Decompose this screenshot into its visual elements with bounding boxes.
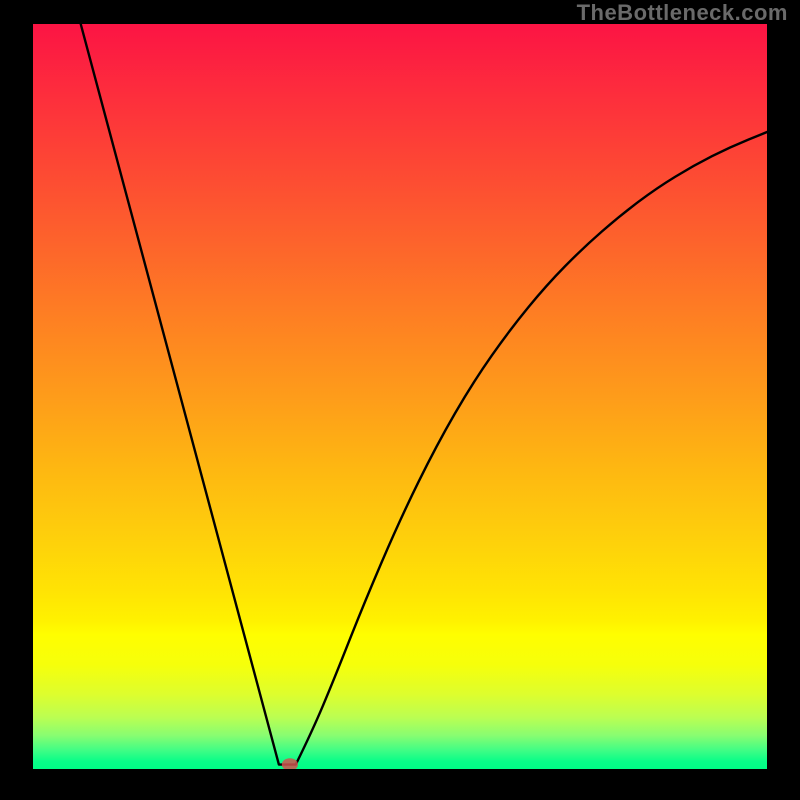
chart-frame: TheBottleneck.com	[0, 0, 800, 800]
watermark-text: TheBottleneck.com	[577, 0, 788, 26]
bottleneck-chart	[33, 24, 767, 769]
plot-background	[33, 24, 767, 769]
